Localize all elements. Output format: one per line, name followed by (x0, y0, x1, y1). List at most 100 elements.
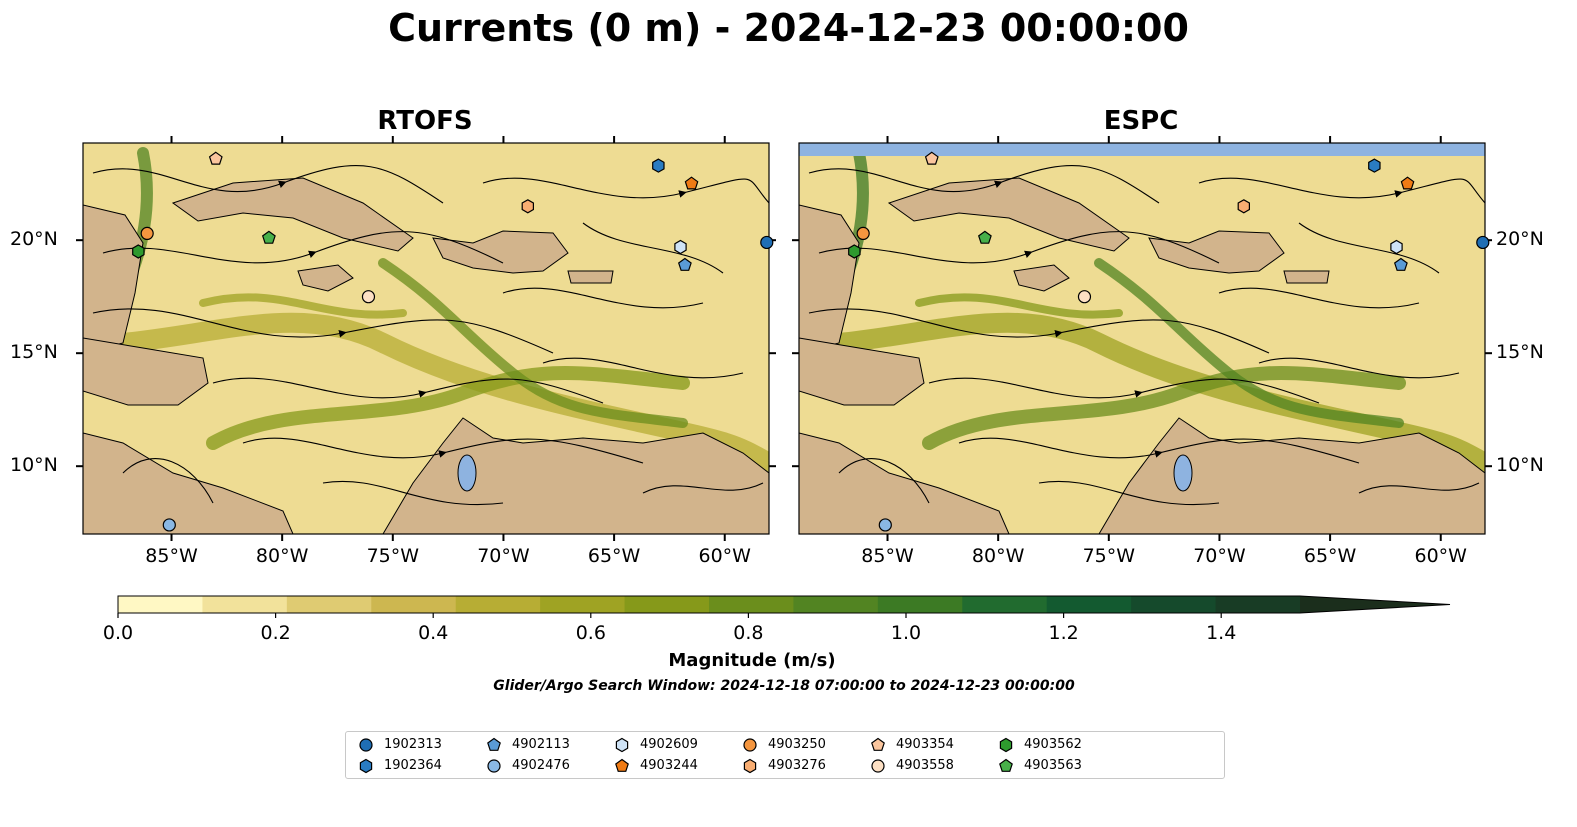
map-panel-rtofs[interactable] (83, 143, 769, 534)
longitude-tick-label: 60°W (1414, 545, 1467, 567)
legend-label: 4903250 (768, 737, 826, 752)
panel-title-rtofs: RTOFS (377, 106, 473, 136)
float-marker-4902609[interactable] (674, 239, 687, 255)
colorbar-bin (877, 596, 963, 613)
legend-marker-4903558[interactable] (871, 759, 885, 773)
legend-marker-4903354[interactable] (871, 737, 885, 751)
hexagon-marker-icon (359, 758, 373, 774)
legend-label: 4903354 (896, 737, 954, 752)
float-marker-4903244[interactable] (684, 176, 699, 190)
legend-marker-4903562[interactable] (999, 737, 1013, 753)
colorbar-extend-arrow (1300, 596, 1450, 613)
longitude-tick-label: 65°W (1303, 545, 1357, 567)
legend-marker-4903563[interactable] (999, 758, 1013, 772)
colorbar-bin (962, 596, 1048, 613)
map-panel-espc[interactable] (799, 143, 1485, 534)
longitude-tick-label: 80°W (971, 545, 1025, 567)
colorbar-bin (371, 596, 457, 613)
legend-marker-4902113[interactable] (487, 737, 501, 751)
float-marker-1902313[interactable] (1476, 235, 1490, 250)
colorbar-tick-label: 1.0 (890, 622, 922, 644)
float-marker-4902476[interactable] (162, 518, 176, 532)
colorbar-bin (1131, 596, 1217, 613)
hexagon-marker-icon (743, 758, 757, 774)
colorbar-tick-label: 1.4 (1206, 622, 1237, 644)
longitude-tick-label: 70°W (477, 545, 530, 567)
latitude-tick-label: 10°N (10, 454, 58, 477)
float-marker-4902113[interactable] (677, 257, 692, 271)
longitude-tick-label: 75°W (366, 545, 420, 567)
circle-marker-icon (871, 759, 885, 773)
pentagon-marker-icon (487, 737, 501, 751)
circle-marker-icon (743, 738, 757, 752)
legend: 1902313 1902364 4902113 4902476 4902609 49032… (345, 731, 1225, 779)
figure-title: Currents (0 m) - 2024-12-23 00:00:00 (388, 6, 1189, 50)
float-marker-1902313[interactable] (760, 235, 774, 250)
legend-label: 4902609 (640, 737, 698, 752)
float-marker-4903250[interactable] (140, 226, 154, 241)
colorbar (117, 595, 1451, 618)
float-marker-4903558[interactable] (1077, 290, 1092, 304)
pentagon-marker-icon (999, 758, 1013, 772)
float-marker-4903354[interactable] (208, 151, 223, 165)
legend-label: 4902113 (512, 737, 570, 752)
float-marker-4902476[interactable] (878, 518, 892, 532)
legend-marker-4903250[interactable] (743, 738, 757, 752)
float-marker-4902609[interactable] (1390, 239, 1403, 255)
longitude-tick-label: 60°W (698, 545, 751, 567)
legend-label: 4903276 (768, 758, 826, 773)
legend-marker-4903276[interactable] (743, 758, 757, 774)
float-marker-1902364[interactable] (652, 158, 665, 173)
float-marker-4903558[interactable] (361, 290, 376, 304)
legend-marker-4902476[interactable] (487, 759, 501, 773)
legend-marker-4902609[interactable] (615, 737, 629, 753)
legend-label: 4903563 (1024, 758, 1082, 773)
colorbar-bin (455, 596, 541, 613)
float-marker-4903562[interactable] (848, 244, 861, 259)
longitude-tick-label: 85°W (861, 545, 914, 567)
float-marker-4903563[interactable] (261, 230, 276, 244)
colorbar-bin (202, 596, 288, 613)
colorbar-bin (709, 596, 794, 613)
float-marker-4903562[interactable] (132, 244, 145, 259)
float-marker-4903354[interactable] (924, 151, 939, 165)
colorbar-tick-label: 0.0 (102, 622, 134, 644)
float-marker-4903276[interactable] (1237, 199, 1251, 214)
legend-label: 4903244 (640, 758, 698, 773)
float-marker-4903250[interactable] (856, 226, 870, 241)
latitude-tick-label: 10°N (1496, 454, 1544, 477)
float-marker-4903244[interactable] (1400, 176, 1415, 190)
colorbar-bin (1215, 596, 1301, 613)
colorbar-bin (1046, 596, 1132, 613)
legend-marker-1902364[interactable] (359, 758, 373, 774)
float-marker-4903563[interactable] (977, 230, 992, 244)
colorbar-bin (540, 596, 626, 613)
colorbar-bin (286, 596, 372, 613)
circle-marker-icon (487, 759, 501, 773)
legend-label: 1902313 (384, 737, 442, 752)
panel-title-espc: ESPC (1103, 106, 1179, 136)
longitude-tick-label: 75°W (1082, 545, 1136, 567)
latitude-tick-label: 20°N (1496, 228, 1544, 251)
legend-marker-1902313[interactable] (359, 738, 373, 752)
float-marker-4902113[interactable] (1393, 257, 1408, 271)
colorbar-bin (624, 596, 710, 613)
legend-marker-4903244[interactable] (615, 758, 629, 772)
search-window-caption: Glider/Argo Search Window: 2024-12-18 07… (493, 678, 1075, 694)
legend-label: 1902364 (384, 758, 442, 773)
float-marker-1902364[interactable] (1368, 158, 1381, 173)
colorbar-bin (118, 596, 203, 613)
colorbar-tick-label: 1.2 (1048, 622, 1079, 644)
circle-marker-icon (359, 738, 373, 752)
legend-label: 4902476 (512, 758, 570, 773)
longitude-tick-label: 80°W (255, 545, 309, 567)
legend-label: 4903562 (1024, 737, 1082, 752)
colorbar-tick-label: 0.4 (418, 622, 449, 644)
latitude-tick-label: 15°N (1496, 341, 1544, 364)
colorbar-label: Magnitude (m/s) (668, 650, 836, 671)
float-marker-4903276[interactable] (521, 199, 535, 214)
colorbar-tick-label: 0.6 (575, 622, 606, 644)
legend-label: 4903558 (896, 758, 954, 773)
colorbar-tick-label: 0.8 (733, 622, 764, 644)
